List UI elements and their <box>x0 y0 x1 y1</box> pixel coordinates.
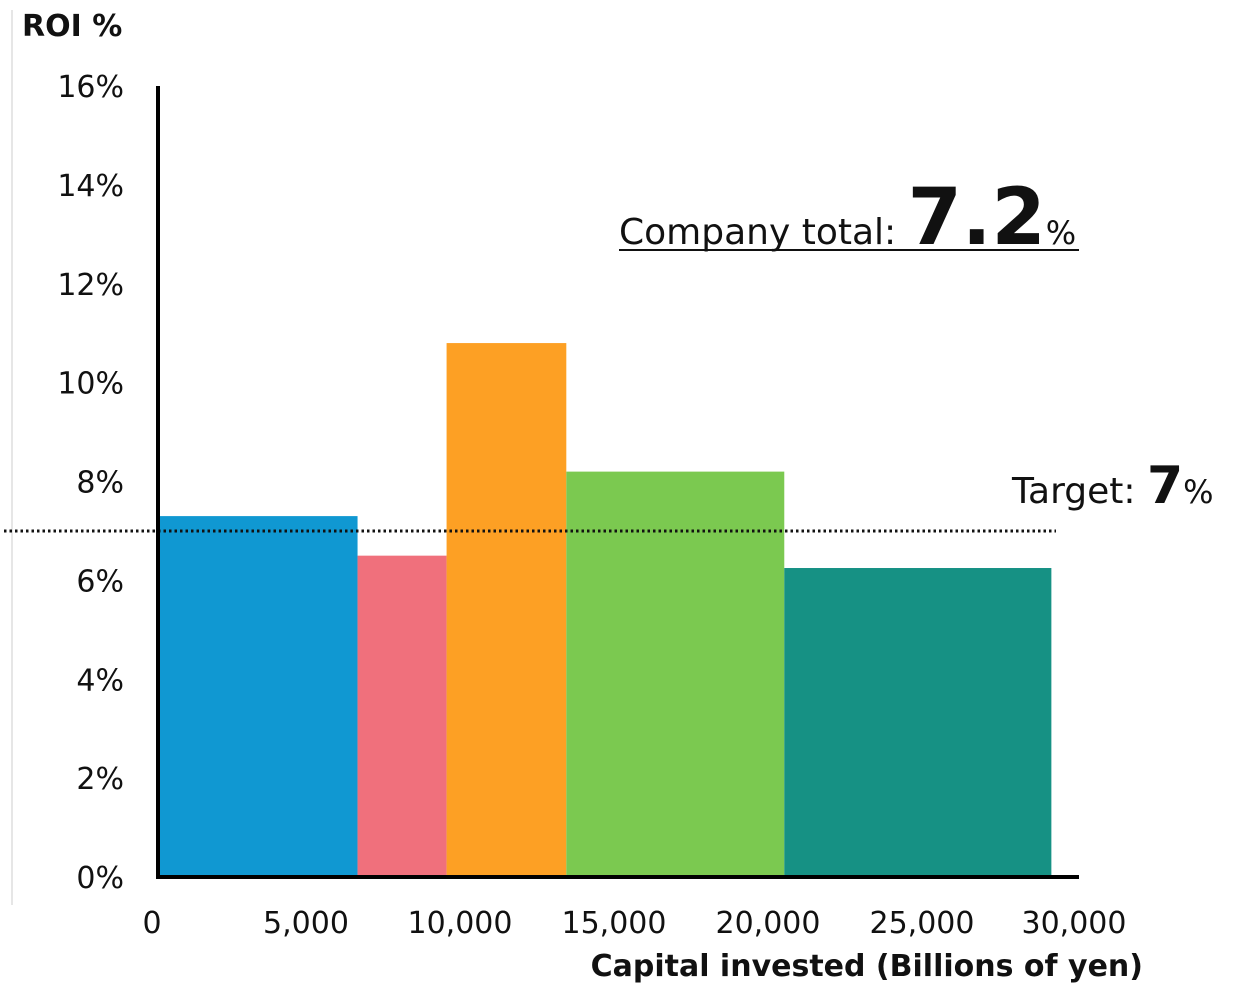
bar-5 <box>784 568 1052 877</box>
bar-3 <box>446 343 567 877</box>
company-total-unit: % <box>1046 214 1076 252</box>
bar-1 <box>158 516 358 877</box>
y-tick-label: 14% <box>57 169 124 204</box>
target-label: Target: <box>1011 471 1147 512</box>
svg-text:Target: 7%: Target: 7% <box>1011 456 1214 516</box>
y-tick-label: 0% <box>76 861 124 896</box>
company-total-value: 7.2 <box>908 173 1046 263</box>
y-tick-label: 2% <box>76 762 124 797</box>
x-tick-label: 0 <box>142 906 161 941</box>
company-total-label: Company total: <box>619 212 908 253</box>
target-annotation: Target: 7% <box>1011 456 1214 516</box>
y-tick-label: 12% <box>57 268 124 303</box>
target-unit: % <box>1183 473 1213 511</box>
y-tick-label: 16% <box>57 70 124 105</box>
svg-text:Company total: 7.2%: Company total: 7.2% <box>619 173 1076 263</box>
x-tick-labels: 0 5,000 10,000 15,000 20,000 25,000 30,000 <box>142 906 1126 941</box>
y-tick-labels: 0% 2% 4% 6% 8% 10% 12% 14% 16% <box>57 70 124 896</box>
target-value: 7 <box>1147 456 1183 516</box>
x-tick-label: 15,000 <box>562 906 667 941</box>
bar-2 <box>357 555 447 877</box>
y-tick-label: 10% <box>57 367 124 402</box>
x-tick-label: 25,000 <box>870 906 975 941</box>
bar-group <box>158 343 1052 877</box>
y-tick-label: 4% <box>76 663 124 698</box>
x-tick-label: 5,000 <box>263 906 349 941</box>
y-tick-label: 8% <box>76 466 124 501</box>
x-axis-title: Capital invested (Billions of yen) <box>591 949 1143 983</box>
bar-4 <box>566 471 785 877</box>
y-axis-title: ROI % <box>22 9 122 44</box>
x-tick-label: 30,000 <box>1022 906 1127 941</box>
company-total-annotation: Company total: 7.2% <box>619 173 1079 263</box>
x-tick-label: 20,000 <box>716 906 821 941</box>
y-tick-label: 6% <box>76 564 124 599</box>
x-tick-label: 10,000 <box>408 906 513 941</box>
